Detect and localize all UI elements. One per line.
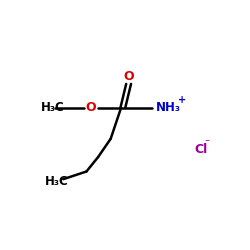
Text: H₃C: H₃C bbox=[45, 174, 68, 188]
Text: O: O bbox=[124, 70, 134, 83]
Text: +: + bbox=[178, 95, 186, 105]
Text: NH₃: NH₃ bbox=[156, 102, 181, 114]
Text: H₃C: H₃C bbox=[41, 102, 65, 114]
Text: ⁻: ⁻ bbox=[205, 138, 210, 148]
Text: Cl: Cl bbox=[194, 143, 207, 156]
Text: O: O bbox=[85, 102, 96, 114]
